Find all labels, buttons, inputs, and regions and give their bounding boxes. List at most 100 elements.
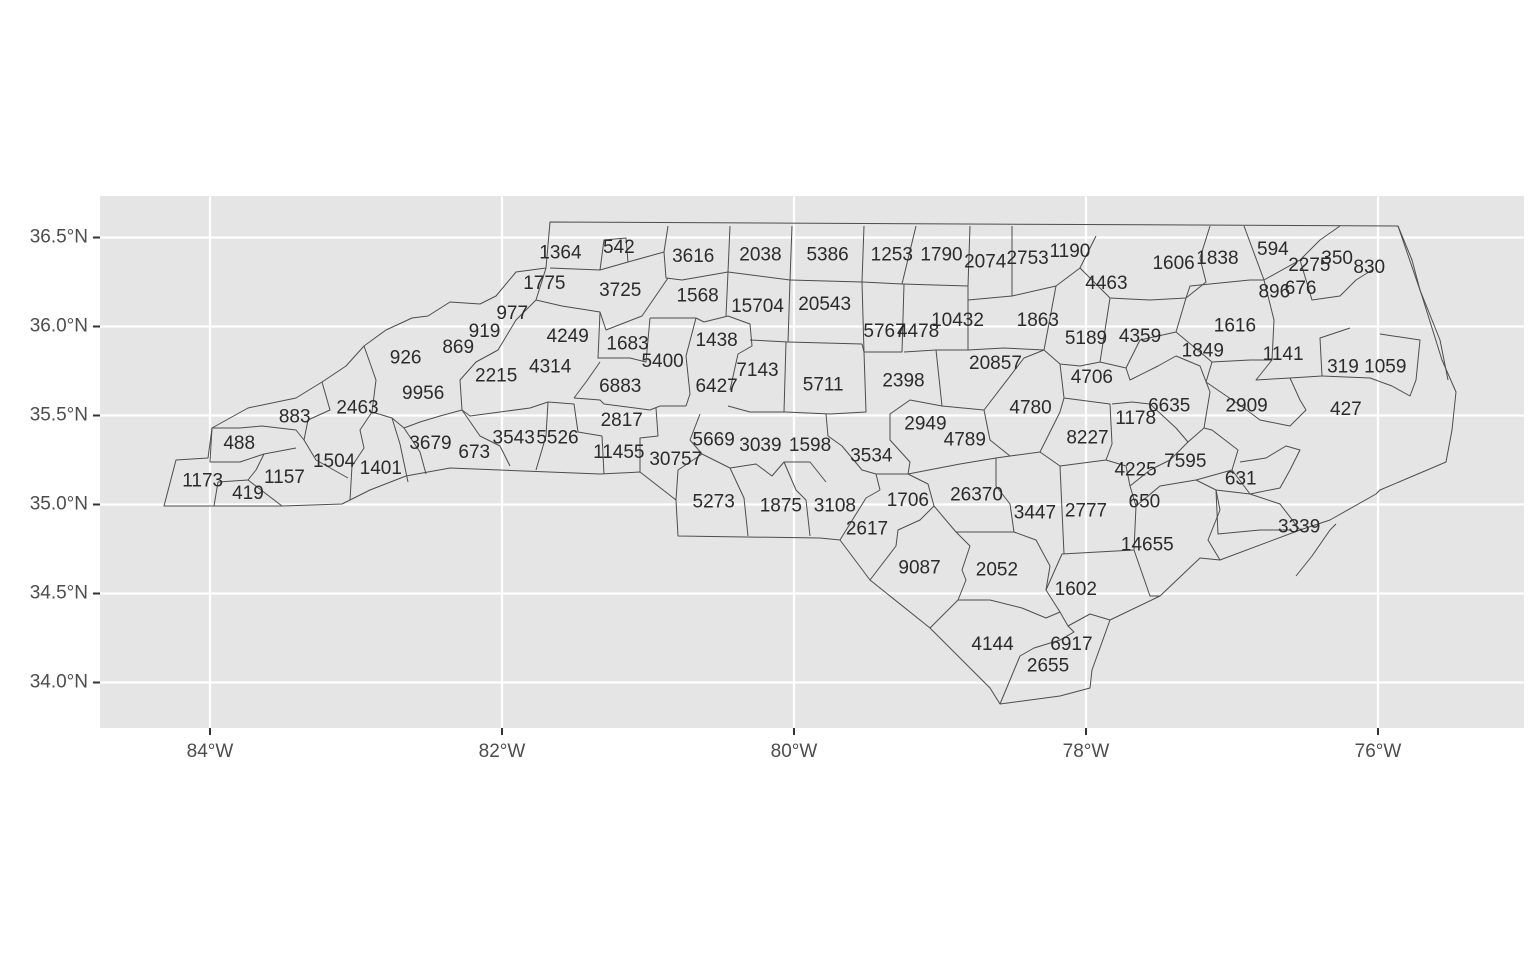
county-line-67 [958,599,1061,619]
county-label: 676 [1285,278,1317,299]
county-line-70 [1059,465,1065,555]
county-line-13 [1299,259,1373,301]
grid-lines [100,196,1524,728]
county-label: 2038 [739,244,781,265]
county-label: 1438 [695,330,737,351]
county-label: 3679 [409,433,451,454]
county-label: 650 [1129,492,1161,513]
county-line-27 [1099,297,1187,369]
county-label: 896 [1258,282,1290,303]
county-label: 1838 [1196,248,1238,269]
county-label: 10432 [931,310,984,331]
county-label: 2215 [475,365,517,386]
outer-banks [1397,225,1449,381]
county-line-9 [1011,235,1097,297]
county-label: 9087 [898,558,940,579]
county-line-38 [907,455,1011,475]
county-label: 1863 [1017,310,1059,331]
coastline-south [1295,523,1337,577]
county-line-18 [685,317,697,407]
x-tick-label: 78°W [1063,741,1110,762]
county-line-37 [889,399,943,475]
county-label: 3039 [739,435,781,456]
x-axis: 84°W 82°W 80°W 78°W 76°W [187,728,1402,762]
county-label: 1606 [1152,253,1194,274]
county-line-22 [787,341,865,353]
county-label: 4225 [1114,460,1156,481]
county-label: 4463 [1085,273,1127,294]
county-line-77 [1215,489,1301,531]
county-line-28 [1175,279,1275,363]
x-tick-label: 82°W [479,741,526,762]
county-label: 1683 [606,333,648,354]
county-label: 1141 [1263,344,1304,365]
county-label: 1157 [264,467,305,488]
county-label: 2949 [904,413,946,434]
county-line-45 [535,401,549,471]
county-label: 6635 [1148,396,1190,417]
county-label: 3108 [814,495,856,516]
county-label: 1364 [539,243,582,264]
y-tick-label: 35.5°N [30,405,88,426]
county-line-43 [639,407,659,472]
county-label: 542 [603,237,635,258]
county-line-34 [983,349,1045,411]
county-line-26 [1043,297,1111,367]
county-line-31 [1205,361,1307,427]
county-label: 883 [279,406,311,427]
county-label: 5189 [1065,328,1107,349]
county-line-76 [1129,441,1189,487]
county-label: 926 [390,348,422,369]
county-label: 5273 [693,492,735,513]
county-label: 1059 [1364,356,1406,377]
county-line-33 [1059,363,1113,461]
county-label: 1775 [523,273,565,294]
county-label: 2617 [846,518,888,539]
county-line-79 [1215,489,1290,535]
county-label: 2275 [1288,255,1330,276]
x-tick-label: 76°W [1355,741,1402,762]
county-line-78 [1231,445,1301,495]
y-tick-label: 35.0°N [30,494,88,515]
y-tick-label: 36.5°N [30,227,88,248]
county-label: 419 [232,483,264,504]
county-line-56 [247,479,283,507]
county-label: 594 [1257,239,1289,260]
county-line-16 [597,311,651,363]
county-label: 1401 [360,458,402,479]
county-label: 1173 [182,470,223,491]
county-label: 3616 [672,246,714,267]
county-line-60 [825,413,881,491]
county-label: 2463 [336,397,378,418]
county-line-53 [212,425,305,441]
county-line-49 [403,427,427,475]
county-label: 4314 [529,356,572,377]
county-line-54 [209,427,297,463]
county-labels: 1364 542 3616 2038 5386 1253 1790 2074 2753 1190 1… [182,237,1406,676]
county-label: 6883 [599,376,641,397]
county-label: 4789 [944,429,986,450]
county-label: 4706 [1071,367,1113,388]
county-line-52 [303,381,349,479]
county-line-73 [1067,613,1111,627]
county-line-32 [1111,355,1211,443]
county-line-30 [1321,333,1421,397]
county-label: 3725 [599,280,641,301]
county-label: 7143 [736,360,778,381]
county-line-11 [1185,225,1265,299]
county-label: 2052 [976,559,1018,580]
county-label: 2817 [601,410,643,431]
county-label: 5386 [806,244,848,265]
county-label: 1875 [760,495,802,516]
county-label: 2398 [882,371,924,392]
county-label: 3534 [850,445,893,466]
county-line-58 [701,453,749,537]
county-label: 5767 [863,321,905,342]
county-label: 30757 [649,449,702,470]
plot-panel [100,196,1524,728]
county-label: 5669 [693,429,735,450]
county-label: 14655 [1121,534,1174,555]
county-line-44 [547,401,605,475]
county-label: 830 [1353,257,1385,278]
